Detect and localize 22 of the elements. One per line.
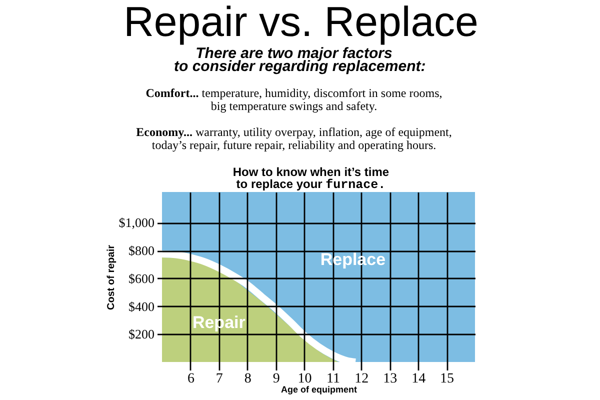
y-axis-title: Cost of repair — [106, 244, 117, 310]
y-tick-label: $400 — [128, 298, 154, 314]
text: How to know when it’s time to replace your furnace. — [232, 164, 390, 192]
y-tick-label: $1,000 — [118, 215, 154, 230]
chart-subtitle: There are two major factors to consider regarding replacement: — [174, 44, 426, 74]
x-tick-label: 7 — [216, 372, 223, 386]
y-tick-label: $800 — [128, 243, 154, 258]
x-tick-label: 8 — [244, 372, 252, 386]
text: Economy... warranty, utility overpay, inflation, age of equipment, today’s repair, future repair, reliability and operating hours. — [135, 124, 453, 152]
x-tick-label: 13 — [383, 372, 398, 386]
x-tick-label: 12 — [354, 372, 369, 386]
x-tick-label: 9 — [272, 372, 280, 386]
y-tick-label: $200 — [128, 326, 154, 342]
x-axis-title: Age of equipment — [281, 384, 357, 394]
chart-title: Repair vs. Replace — [122, 0, 480, 45]
x-tick-label: 10 — [298, 372, 312, 386]
x-tick-label: 11 — [326, 372, 340, 386]
x-tick-label: 15 — [440, 372, 454, 386]
x-tick-label: 6 — [187, 372, 194, 386]
y-tick-label: $600 — [128, 270, 154, 286]
x-tick-label: 14 — [412, 372, 426, 386]
text: Comfort... temperature, humidity, discomfort in some rooms, big temperature swings and safety. — [144, 86, 444, 112]
